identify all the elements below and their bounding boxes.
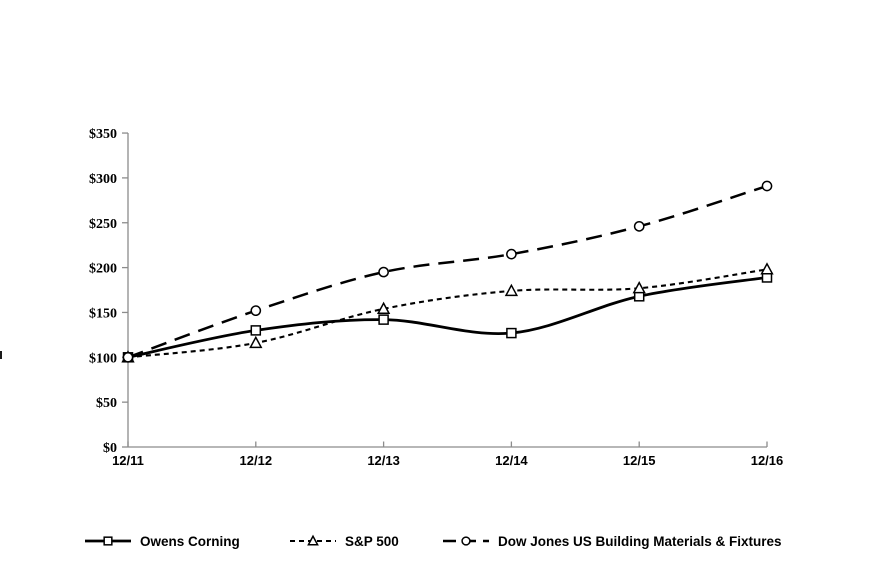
owens-corning-legend-line-icon (85, 536, 131, 546)
y-axis-label-350: $350 (89, 127, 117, 142)
legend-label-sp500: S&P 500 (345, 533, 399, 549)
s-p-500-legend-marker (307, 534, 319, 546)
s-p-500-marker-12-12 (249, 335, 263, 349)
x-axis-label-12-13: 12/13 (367, 453, 400, 468)
sp500-legend-line-icon (290, 534, 336, 546)
x-axis-label-12-14: 12/14 (495, 453, 528, 468)
dow-jones-us-building-materials-fixtures-marker-12-15 (633, 220, 645, 232)
legend-item-sp500: S&P 500 (290, 532, 399, 550)
legend-item-dow-jones-us-building-materials-fixtures: Dow Jones US Building Materials & Fixtur… (443, 532, 782, 550)
clipped-y-axis-title-fragment (0, 351, 2, 359)
s-p-500-marker-12-13 (376, 301, 391, 315)
y-axis-label-150: $150 (89, 306, 117, 321)
owens-corning-marker-12-14 (506, 327, 517, 339)
dow-jones-us-building-materials-fixtures-marker-12-13 (378, 266, 389, 278)
legend-item-owens-corning: Owens Corning (85, 532, 240, 550)
dow-jones-us-building-materials-fixtures-line (127, 184, 768, 359)
dow-jones-us-building-materials-fixtures-marker-12-16 (761, 180, 773, 192)
dow-jones-us-building-materials-fixtures-marker-12-14 (506, 248, 517, 260)
s-p-500-line (127, 268, 768, 359)
owens-corning-legend-marker (103, 536, 113, 546)
y-axis-label-50: $50 (96, 396, 117, 411)
owens-corning-marker-12-12 (250, 325, 262, 336)
y-axis-label-0: $0 (103, 441, 117, 456)
owens-corning-marker-12-13 (378, 314, 389, 325)
x-axis-label-12-16: 12/16 (751, 453, 784, 468)
dow-jones-us-building-materials-fixtures-legend-marker (461, 536, 471, 546)
y-axis-label-200: $200 (89, 262, 117, 277)
y-axis-label-300: $300 (89, 172, 117, 187)
x-axis-label-12-11: 12/11 (112, 453, 144, 468)
s-p-500-marker-12-16 (760, 262, 774, 275)
s-p-500-marker-12-15 (632, 281, 646, 294)
legend-label-owens-corning: Owens Corning (140, 533, 240, 549)
x-axis-label-12-15: 12/15 (623, 453, 656, 468)
dow-jones-us-building-materials-fixtures-marker-12-11 (122, 351, 134, 363)
legend-label-dow-jones-us-building-materials-fixtures: Dow Jones US Building Materials & Fixtur… (498, 533, 782, 549)
owens-corning-line (127, 276, 768, 359)
s-p-500-marker-12-14 (504, 283, 519, 297)
y-axis-label-250: $250 (89, 217, 117, 232)
x-axis-label-12-12: 12/12 (240, 453, 273, 468)
y-axis-label-100: $100 (89, 351, 117, 366)
dow-jones-us-building-materials-fixtures-marker-12-12 (250, 305, 262, 317)
dow-jones-legend-line-icon (443, 536, 489, 546)
performance-line-chart: $0 $50 $100 $150 $200 $250 $300 $350 12/11 12/12 1… (89, 127, 784, 468)
